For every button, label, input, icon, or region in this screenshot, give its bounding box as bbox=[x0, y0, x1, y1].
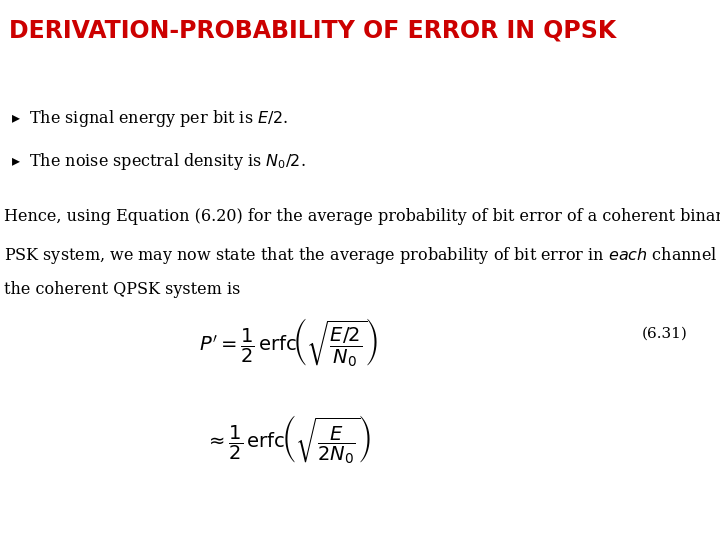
Text: PSK system, we may now state that the average probability of bit error in $\math: PSK system, we may now state that the av… bbox=[4, 245, 720, 266]
Text: $\approx \dfrac{1}{2}\,\mathrm{erfc}\!\left(\sqrt{\dfrac{E}{2N_0}}\right)$: $\approx \dfrac{1}{2}\,\mathrm{erfc}\!\l… bbox=[205, 413, 371, 466]
Text: the coherent QPSK system is: the coherent QPSK system is bbox=[4, 281, 240, 298]
Text: ▸  The noise spectral density is $N_0/2$.: ▸ The noise spectral density is $N_0/2$. bbox=[11, 151, 305, 172]
Text: $P' = \dfrac{1}{2}\,\mathrm{erfc}\!\left(\sqrt{\dfrac{E/2}{N_0}}\right)$: $P' = \dfrac{1}{2}\,\mathrm{erfc}\!\left… bbox=[199, 316, 377, 369]
Text: ▸  The signal energy per bit is $E/2$.: ▸ The signal energy per bit is $E/2$. bbox=[11, 108, 288, 129]
Text: Hence, using Equation (6.20) for the average probability of bit error of a coher: Hence, using Equation (6.20) for the ave… bbox=[4, 208, 720, 225]
Text: DERIVATION-PROBABILITY OF ERROR IN QPSK: DERIVATION-PROBABILITY OF ERROR IN QPSK bbox=[9, 19, 616, 43]
Text: (6.31): (6.31) bbox=[642, 327, 688, 341]
